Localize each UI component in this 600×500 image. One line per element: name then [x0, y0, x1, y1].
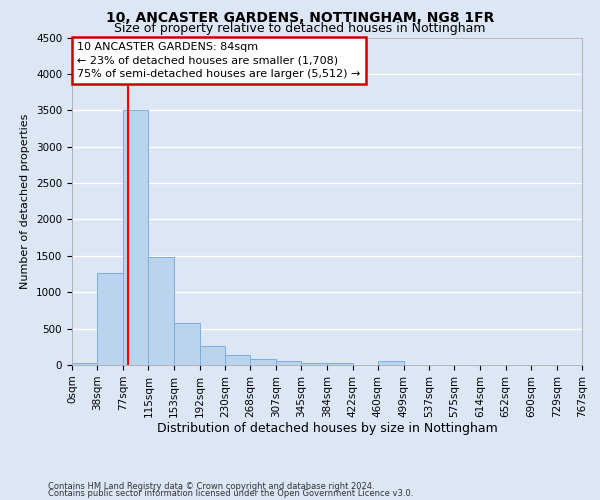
Bar [174, 323, 200, 365]
X-axis label: Distribution of detached houses by size in Nottingham: Distribution of detached houses by size … [157, 422, 497, 436]
Bar [225, 355, 250, 365]
Y-axis label: Number of detached properties: Number of detached properties [20, 114, 31, 289]
Text: 10, ANCASTER GARDENS, NOTTINGHAM, NG8 1FR: 10, ANCASTER GARDENS, NOTTINGHAM, NG8 1F… [106, 11, 494, 25]
Text: Contains public sector information licensed under the Open Government Licence v3: Contains public sector information licen… [48, 488, 413, 498]
Bar [123, 110, 148, 365]
Text: 10 ANCASTER GARDENS: 84sqm
← 23% of detached houses are smaller (1,708)
75% of s: 10 ANCASTER GARDENS: 84sqm ← 23% of deta… [77, 42, 361, 79]
Text: Size of property relative to detached houses in Nottingham: Size of property relative to detached ho… [114, 22, 486, 35]
Text: Contains HM Land Registry data © Crown copyright and database right 2024.: Contains HM Land Registry data © Crown c… [48, 482, 374, 491]
Bar [328, 363, 353, 365]
Bar [148, 258, 174, 365]
Bar [276, 362, 301, 365]
Bar [72, 363, 97, 365]
Bar [200, 346, 225, 365]
Bar [378, 362, 404, 365]
Bar [250, 359, 276, 365]
Bar [97, 272, 123, 365]
Bar [301, 363, 328, 365]
